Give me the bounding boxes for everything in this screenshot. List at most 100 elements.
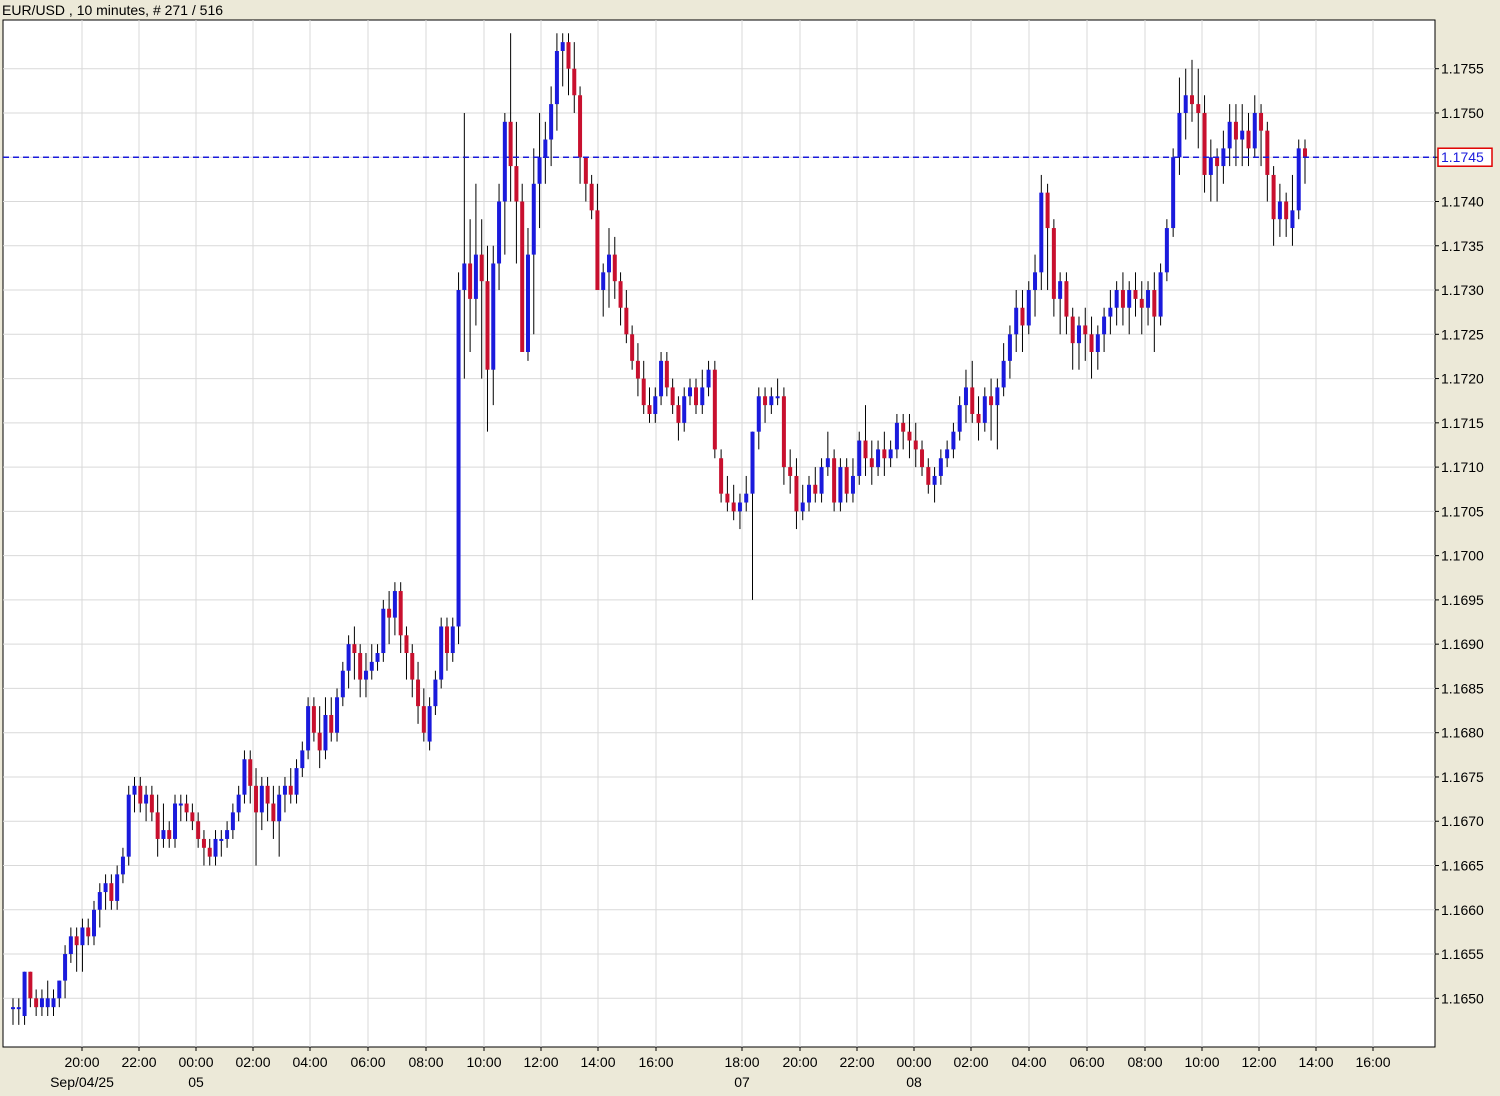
candle-body: [404, 635, 409, 654]
candle-body: [450, 626, 455, 654]
candle-body: [901, 422, 906, 432]
candle-body: [920, 449, 925, 468]
candle-body: [155, 812, 160, 839]
candle-body: [578, 95, 583, 158]
candle-body: [951, 431, 956, 450]
candle: [882, 431, 887, 476]
candle: [1233, 104, 1238, 167]
candle: [265, 776, 270, 822]
candle: [560, 33, 565, 87]
candle: [794, 458, 799, 530]
candle: [479, 219, 484, 379]
candle-body: [1001, 360, 1006, 388]
plot-area[interactable]: [2, 19, 1436, 1048]
candle-body: [358, 653, 363, 680]
candle-body: [719, 458, 724, 494]
candle-body: [514, 166, 519, 202]
x-tick-label: 04:00: [292, 1054, 327, 1070]
candle: [963, 369, 968, 423]
candle: [294, 759, 299, 804]
candle: [190, 803, 195, 831]
candle: [566, 33, 571, 96]
candle-body: [945, 449, 950, 459]
candle-body: [149, 794, 154, 813]
candle-body: [34, 998, 39, 1008]
candle-body: [277, 794, 282, 822]
candle-body: [938, 458, 943, 476]
x-tick-label: 08:00: [408, 1054, 443, 1070]
candle-body: [825, 458, 830, 468]
candle: [39, 989, 44, 1017]
candle-body: [549, 104, 554, 140]
candle: [103, 874, 108, 910]
y-tick-label: 1.1750: [1441, 105, 1484, 121]
candle: [144, 785, 149, 822]
candle: [813, 467, 818, 503]
candle: [28, 971, 33, 1008]
timeframe-label: 10 minutes: [76, 2, 146, 18]
candle-body: [259, 785, 264, 813]
candle: [1227, 104, 1232, 167]
candle: [167, 821, 172, 848]
candle: [554, 33, 559, 131]
candle-body: [230, 812, 235, 831]
candle-body: [807, 484, 812, 503]
candle-body: [126, 794, 131, 857]
candle: [537, 112, 542, 229]
candle: [456, 272, 461, 645]
candle: [92, 900, 97, 946]
candle-body: [92, 909, 97, 937]
candle: [520, 183, 525, 353]
candle-body: [688, 387, 692, 397]
candle-body: [976, 413, 981, 423]
candle-body: [1246, 130, 1251, 149]
candle-body: [1164, 228, 1169, 273]
candle: [74, 927, 79, 972]
candle: [126, 785, 131, 866]
candle-body: [595, 210, 600, 291]
candle: [863, 405, 868, 476]
candle-body: [700, 387, 705, 406]
candle: [775, 378, 780, 406]
candle: [1171, 148, 1176, 237]
candle: [989, 378, 994, 441]
candle-body: [323, 714, 328, 751]
candle-body: [1265, 130, 1270, 175]
candle: [51, 989, 56, 1017]
candle: [682, 387, 687, 432]
y-tick-label: 1.1755: [1441, 61, 1484, 77]
candle-body: [1045, 192, 1050, 229]
candle-body: [335, 697, 340, 733]
y-tick-label: 1.1730: [1441, 282, 1484, 298]
candle: [1020, 290, 1025, 353]
candle: [606, 228, 611, 308]
candle: [1127, 281, 1132, 335]
candle: [1133, 272, 1138, 317]
candle-body: [473, 254, 478, 299]
candle-body: [491, 263, 496, 370]
candle: [416, 661, 421, 724]
candle-body: [1233, 121, 1238, 140]
candle-body: [800, 502, 805, 512]
candle: [282, 776, 287, 813]
candle: [800, 484, 805, 521]
candle-body: [329, 714, 334, 733]
y-tick-label: 1.1670: [1441, 813, 1484, 829]
x-tick-label: 02:00: [953, 1054, 988, 1070]
candle-body: [16, 1007, 21, 1010]
candle: [219, 830, 224, 857]
candle-body: [45, 998, 50, 1008]
candle: [497, 183, 502, 291]
candle-body: [1089, 334, 1094, 353]
candle: [995, 378, 1000, 450]
candle-body: [838, 467, 843, 503]
candle-body: [794, 475, 799, 512]
x-date-label: 08: [906, 1074, 922, 1090]
candle-body: [381, 608, 386, 654]
candle: [1070, 307, 1075, 370]
candle-body: [369, 661, 374, 671]
candle: [1001, 343, 1006, 397]
candle-body: [1202, 112, 1207, 175]
candle-body: [572, 68, 577, 96]
